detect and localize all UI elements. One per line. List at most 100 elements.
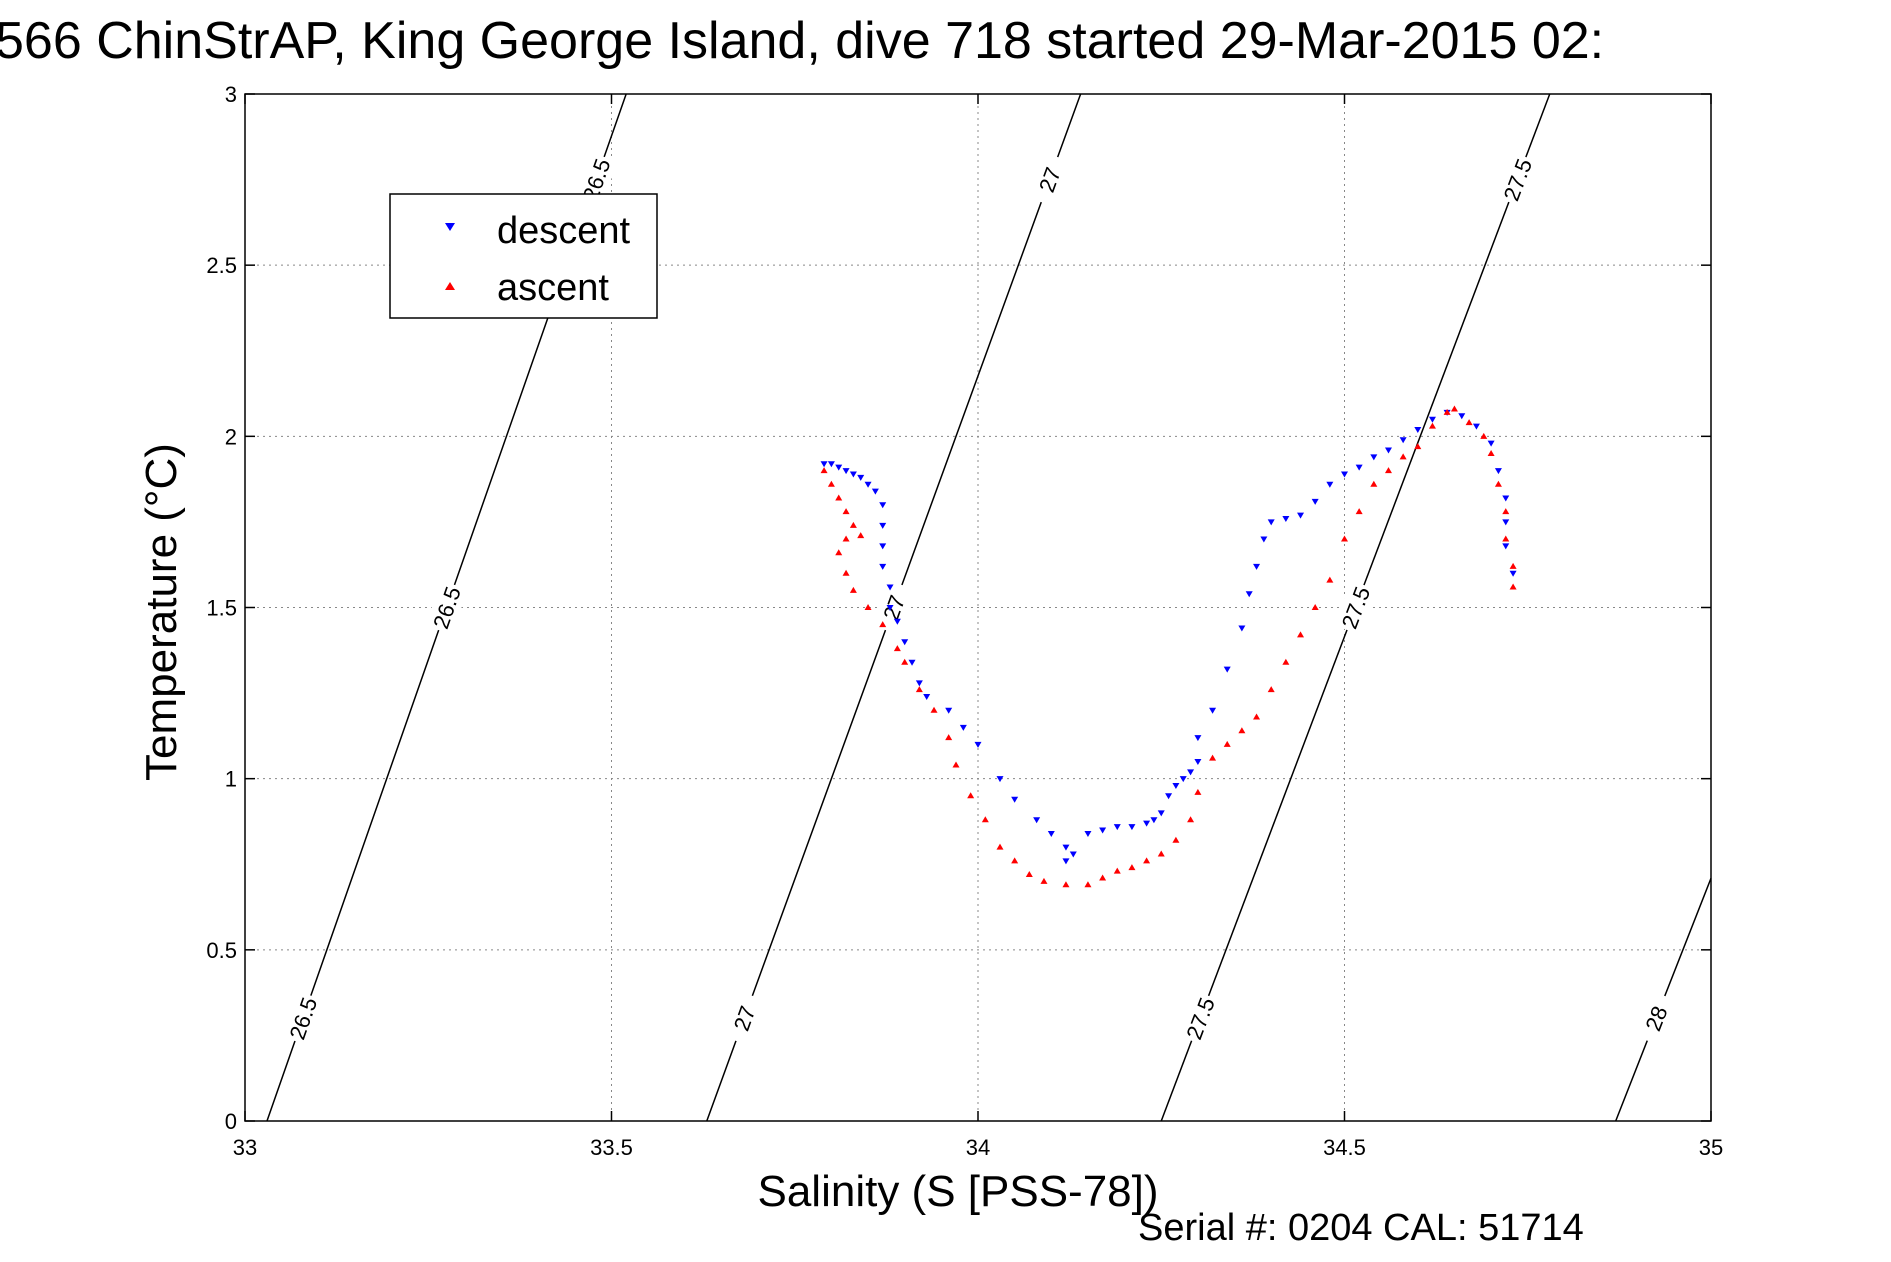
data-point-descent [842,468,850,475]
data-point-ascent [1399,453,1407,460]
data-point-descent [1267,519,1275,526]
data-point-ascent [1025,871,1033,878]
data-point-descent [901,639,909,646]
data-point-descent [1384,447,1392,454]
data-point-descent [1187,769,1195,776]
data-point-descent [879,543,887,550]
data-point-descent [1494,468,1502,475]
data-point-ascent [1143,857,1151,864]
data-point-ascent [981,816,989,823]
y-tick-label: 1 [225,767,237,792]
data-point-ascent [1494,480,1502,487]
legend-box [389,193,658,319]
data-point-ascent [820,467,828,474]
data-point-ascent [1238,727,1246,734]
data-point-ascent [1187,816,1195,823]
data-point-ascent [893,645,901,652]
data-point-ascent [827,480,835,487]
data-point-ascent [1370,480,1378,487]
data-point-descent [893,618,901,625]
data-point-descent [1069,851,1077,858]
y-tick-label: 2.5 [206,253,237,278]
x-tick-label: 35 [1699,1135,1723,1160]
data-point-ascent [1223,740,1231,747]
legend-marker-ascent [445,282,455,290]
data-point-descent [1194,759,1202,766]
data-point-ascent [1311,604,1319,610]
data-point-ascent [842,508,850,515]
data-point-descent [1341,471,1348,478]
data-point-ascent [1209,754,1217,761]
data-points [820,405,1517,888]
data-point-ascent [1326,576,1334,583]
x-tick-label: 34 [966,1135,990,1160]
data-point-descent [1062,844,1070,851]
isopycnal-label-bg [872,580,916,635]
data-point-descent [1209,707,1217,714]
data-point-ascent [1099,874,1107,881]
data-point-ascent [849,586,857,593]
data-point-ascent [849,521,857,528]
data-point-ascent [930,706,938,713]
isopycnal-label-bg [1333,580,1378,635]
data-point-descent [1245,591,1253,598]
data-point-ascent [1157,850,1165,857]
data-point-descent [1260,536,1268,543]
x-tick-label: 34.5 [1323,1135,1366,1160]
data-point-ascent [1502,508,1510,515]
data-point-descent [1428,416,1436,423]
data-point-descent [1165,793,1173,800]
data-point-ascent [1414,443,1422,450]
x-tick-label: 33.5 [590,1135,633,1160]
data-point-descent [996,776,1004,783]
data-point-descent [886,584,894,591]
data-point-descent [1472,423,1480,430]
data-point-ascent [1480,432,1488,439]
y-tick-label: 0 [225,1109,237,1134]
data-point-descent [1509,570,1517,577]
data-point-descent [879,563,887,570]
data-point-descent [959,724,967,731]
data-point-ascent [1443,408,1451,415]
data-point-descent [835,464,843,471]
legend-label-descent: descent [497,210,631,252]
data-point-descent [915,680,923,687]
data-point-ascent [1509,583,1517,590]
data-point-descent [1128,824,1136,831]
data-point-ascent [1194,788,1202,795]
data-point-descent [1172,783,1180,790]
isopycnal-label-bg [722,990,766,1046]
data-point-descent [945,707,953,714]
data-point-ascent [1267,686,1275,693]
isopycnal-label-bg [281,991,325,1046]
legend-label-ascent: ascent [497,267,609,309]
data-point-ascent [842,535,850,542]
data-point-ascent [945,734,953,741]
data-point-ascent [1253,713,1261,720]
data-point-descent [879,502,887,509]
data-point-descent [1194,735,1202,742]
x-tick-label: 33 [233,1135,257,1160]
grid [245,94,1711,1121]
data-point-ascent [1384,467,1392,474]
data-point-descent [1113,824,1121,831]
isopycnal-label-bg [1178,990,1222,1046]
y-tick-label: 1.5 [206,596,237,621]
data-point-descent [1502,519,1510,526]
data-point-descent [1458,413,1466,420]
data-point-descent [879,522,887,529]
data-point-descent [1502,543,1510,550]
data-point-descent [1150,817,1158,824]
data-point-ascent [1341,535,1348,542]
data-point-ascent [1428,422,1436,429]
data-point-ascent [835,549,843,556]
data-point-ascent [996,843,1004,850]
data-point-ascent [1502,535,1510,542]
isopycnal-label-bg [575,152,618,207]
data-point-ascent [1113,867,1121,874]
y-axis-ticks: 0 0.5 1 1.5 2 2.5 3 [206,82,1711,1134]
data-point-descent [1326,481,1334,488]
data-point-descent [1062,858,1070,865]
y-tick-label: 3 [225,82,237,107]
data-point-descent [1253,563,1261,570]
